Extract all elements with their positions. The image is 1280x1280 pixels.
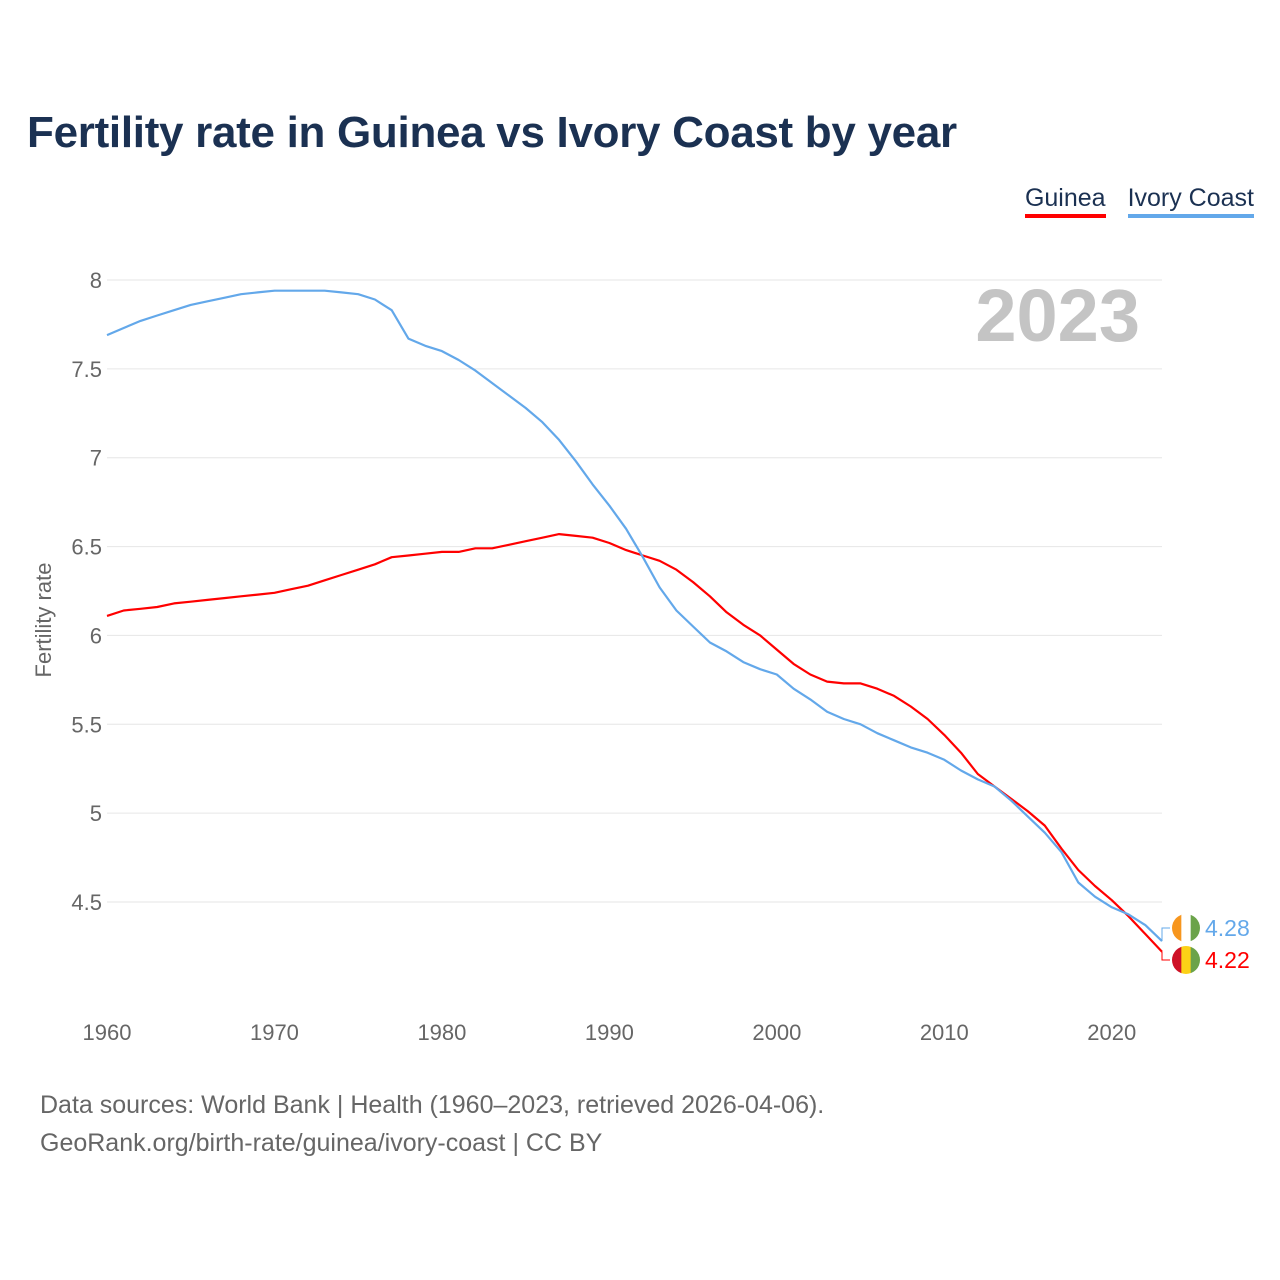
legend-guinea[interactable]: Guinea: [1024, 184, 1106, 218]
x-tick-label: 2000: [752, 1020, 801, 1045]
legend-ivory-coast[interactable]: Ivory Coast: [1127, 184, 1254, 218]
end-label-connector: [1161, 951, 1170, 961]
legend: Guinea Ivory Coast: [1024, 184, 1254, 218]
y-tick-label: 7: [90, 446, 102, 471]
flag-icon-ivory-coast: [1172, 914, 1200, 942]
year-watermark: 2023: [975, 274, 1140, 357]
y-axis-label: Fertility rate: [31, 563, 56, 678]
chart-title: Fertility rate in Guinea vs Ivory Coast …: [27, 108, 957, 157]
y-tick-label: 6: [90, 623, 102, 648]
y-tick-label: 5: [90, 801, 102, 826]
end-value-label: 4.22: [1205, 947, 1250, 973]
x-tick-label: 2020: [1087, 1020, 1136, 1045]
y-tick-label: 7.5: [71, 357, 102, 382]
x-tick-label: 2010: [920, 1020, 969, 1045]
y-tick-label: 5.5: [71, 712, 102, 737]
source-note: Data sources: World Bank | Health (1960–…: [40, 1086, 824, 1162]
y-tick-label: 8: [90, 268, 102, 293]
x-tick-label: 1990: [585, 1020, 634, 1045]
y-tick-label: 4.5: [71, 890, 102, 915]
x-tick-label: 1970: [250, 1020, 299, 1045]
series-line-ivory-coast[interactable]: [106, 289, 1163, 942]
x-tick-label: 1960: [83, 1020, 132, 1045]
series-line-guinea[interactable]: [106, 533, 1163, 953]
end-label-connector: [1161, 927, 1170, 942]
x-tick-label: 1980: [417, 1020, 466, 1045]
end-value-label: 4.28: [1205, 915, 1250, 941]
y-tick-label: 6.5: [71, 535, 102, 560]
source-line-1: Data sources: World Bank | Health (1960–…: [40, 1091, 825, 1119]
flag-icon-guinea: [1172, 946, 1200, 974]
source-line-2[interactable]: GeoRank.org/birth-rate/guinea/ivory-coas…: [40, 1129, 603, 1157]
